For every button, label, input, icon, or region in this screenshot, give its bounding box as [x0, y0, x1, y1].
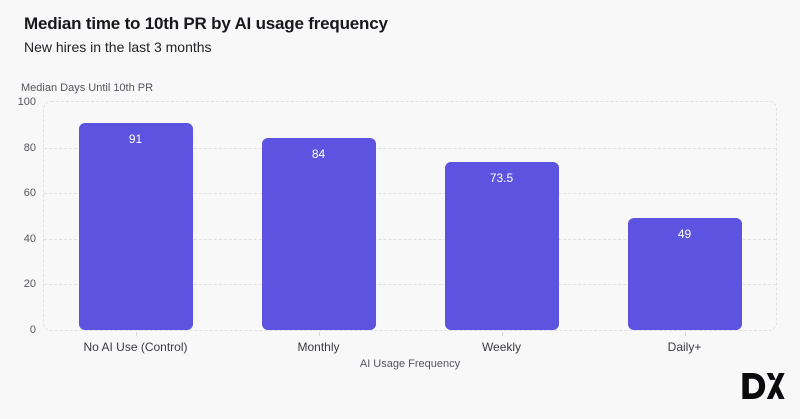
y-tick-label: 0 [29, 324, 36, 336]
gridline [44, 284, 776, 286]
chart-title: Median time to 10th PR by AI usage frequ… [24, 14, 388, 33]
bar: 49 [627, 218, 742, 330]
logo-x-top-wedge [766, 373, 776, 380]
x-category-label: Daily+ [667, 340, 702, 354]
x-axis-title: AI Usage Frequency [359, 358, 461, 370]
bar: 84 [261, 138, 376, 330]
dx-logo [742, 373, 785, 399]
gridline [44, 238, 776, 240]
x-tick-mark [501, 332, 503, 336]
y-axis-title: Median Days Until 10th PR [21, 82, 154, 94]
bar-value-label: 73.5 [489, 171, 514, 186]
y-tick-label: 80 [23, 141, 36, 154]
bar-value-label: 91 [128, 131, 143, 146]
x-category-label: Weekly [481, 340, 522, 354]
chart-subtitle: New hires in the last 3 months [24, 39, 212, 55]
bar-value-label: 84 [311, 147, 326, 162]
bar: 91 [78, 122, 193, 330]
y-tick-label: 100 [17, 96, 36, 108]
gridline [44, 147, 776, 149]
x-tick-mark [684, 332, 686, 336]
x-category-label: No AI Use (Control) [83, 340, 188, 354]
logo-x-bottom-arm [772, 385, 785, 399]
plot-area: 91 84 73.5 49 [43, 101, 777, 331]
bar-value-label: 49 [677, 227, 692, 242]
gridline [44, 193, 776, 195]
y-tick-label: 20 [23, 278, 36, 291]
logo-letter-d [742, 373, 766, 399]
x-category-label: Monthly [297, 340, 340, 354]
x-tick-mark [135, 332, 137, 336]
y-tick-label: 60 [23, 187, 36, 200]
x-tick-mark [318, 332, 320, 336]
y-tick-label: 40 [23, 232, 36, 245]
bar: 73.5 [444, 162, 559, 330]
